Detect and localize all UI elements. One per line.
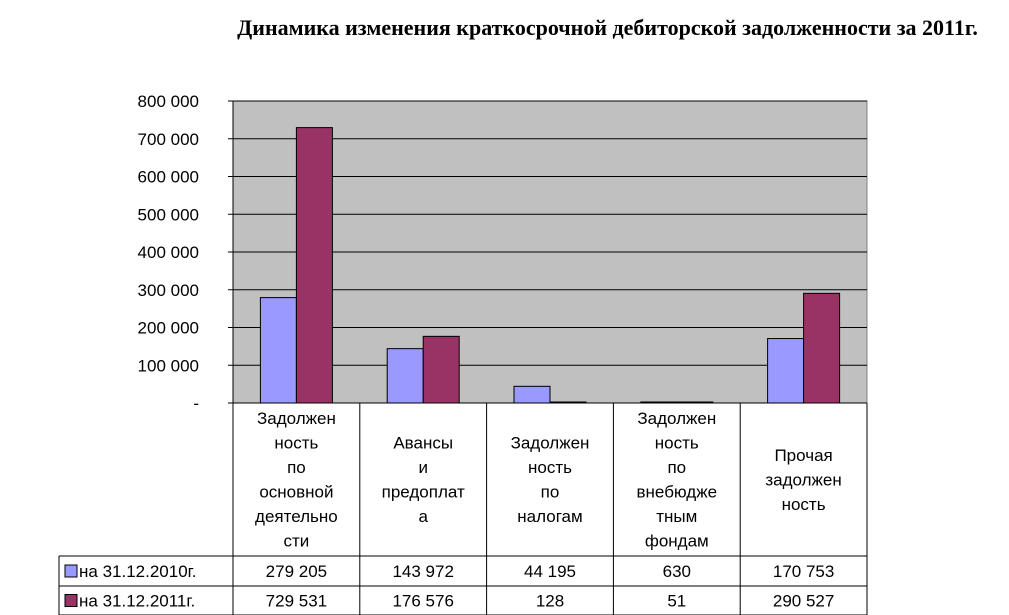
data-label: 143 972 (392, 562, 453, 581)
category-label-line: ность (274, 434, 318, 453)
category-label: Задолжен ность по внебюдже тным фондам (637, 409, 718, 551)
data-label: 279 205 (266, 562, 327, 581)
category-label-line: Задолжен (511, 434, 590, 453)
data-label: 170 753 (773, 562, 834, 581)
data-label: 176 576 (392, 592, 453, 611)
bar (513, 385, 551, 404)
bar (295, 127, 333, 404)
category-label-line: Авансы (393, 434, 453, 453)
category-label-line: задолжен (765, 470, 841, 489)
category-label-line: по (287, 458, 306, 477)
category-label-line: фондам (645, 532, 709, 551)
bar (803, 292, 841, 404)
data-label: 630 (663, 562, 691, 581)
category-label-line: Задолжен (257, 409, 336, 428)
legend-key (64, 564, 78, 578)
category-label: Авансы и предоплат а (382, 434, 465, 527)
category-label-line: ность (782, 495, 826, 514)
chart-title: Динамика изменения краткосрочной дебитор… (237, 15, 978, 40)
category-label-line: основной (259, 483, 333, 502)
category-label: Задолжен ность по налогам (511, 434, 590, 527)
y-tick-label: 500 000 (138, 205, 199, 224)
category-label-line: Прочая (774, 446, 832, 465)
y-tick-label: 400 000 (138, 243, 199, 262)
legend-label: на 31.12.2011г. (79, 592, 195, 611)
y-tick-label: 800 000 (138, 92, 199, 111)
plot-area: - 100 000 200 000 300 000 400 000 500 000 600 … (138, 92, 868, 413)
category-label-line: а (418, 507, 428, 526)
category-label-line: внебюдже (637, 483, 718, 502)
data-label: 729 531 (266, 592, 327, 611)
category-label-line: по (541, 483, 560, 502)
data-label: 128 (536, 592, 564, 611)
category-label: Задолжен ность по основной деятельно сти (255, 409, 338, 551)
data-label: 290 527 (773, 592, 834, 611)
category-label-line: предоплат (382, 483, 465, 502)
bar (422, 335, 460, 404)
category-label-line: по (667, 458, 686, 477)
y-tick-label: 100 000 (138, 356, 199, 375)
category-label-line: ность (528, 458, 572, 477)
category-label-line: деятельно (255, 507, 338, 526)
data-label: 51 (667, 592, 686, 611)
category-label-line: сти (284, 532, 310, 551)
legend-label: на 31.12.2010г. (79, 562, 197, 581)
category-label-line: ность (655, 434, 699, 453)
data-label: 44 195 (524, 562, 576, 581)
category-label-line: Задолжен (637, 409, 716, 428)
bar (767, 338, 805, 404)
category-label-line: тным (656, 507, 697, 526)
legend-key (64, 594, 78, 607)
y-tick-label: - (193, 394, 199, 413)
category-label: Прочая задолжен ность (765, 446, 841, 514)
category-label-line: и (418, 458, 428, 477)
category-label-line: налогам (517, 507, 582, 526)
bar (259, 297, 297, 404)
y-tick-label: 300 000 (138, 281, 199, 300)
y-tick-label: 200 000 (138, 319, 199, 338)
data-table: Задолжен ность по основной деятельно сти Аванс… (58, 402, 868, 615)
y-tick-label: 600 000 (138, 168, 199, 187)
bar (386, 348, 424, 404)
y-tick-label: 700 000 (138, 130, 199, 149)
